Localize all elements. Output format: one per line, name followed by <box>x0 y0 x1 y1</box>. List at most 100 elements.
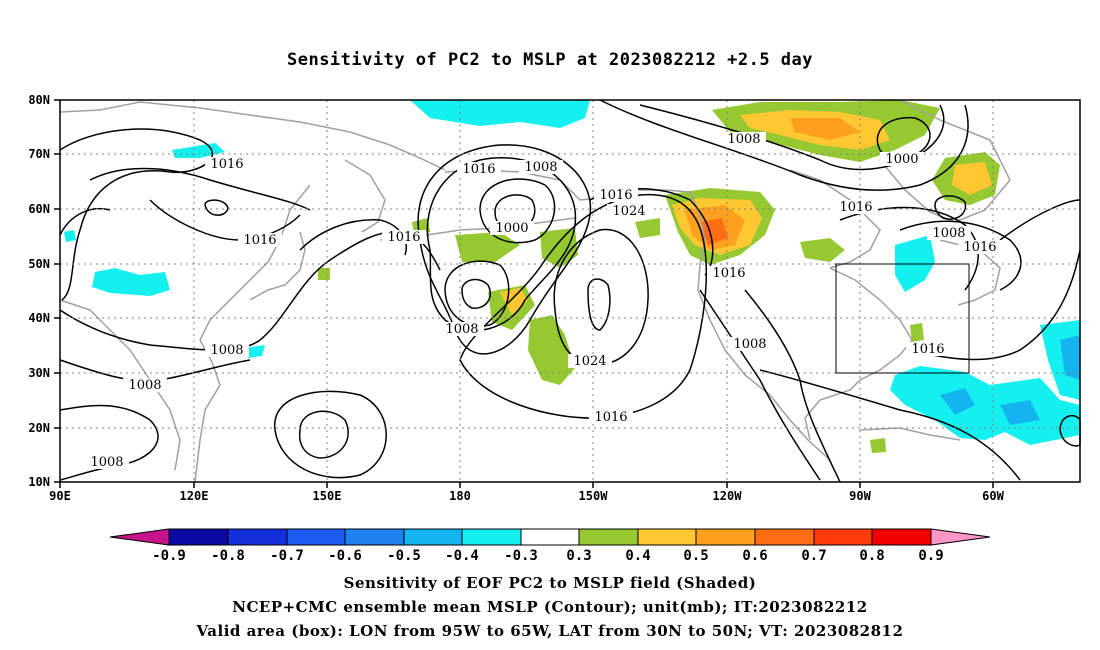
contour-pac-low-b <box>461 278 492 309</box>
colorbar-label: -0.8 <box>211 548 245 564</box>
svg-text:1016: 1016 <box>210 157 243 172</box>
colorbar-bin <box>754 528 815 546</box>
colorbar-bin <box>871 528 932 546</box>
contour-label: 1000 <box>880 152 924 167</box>
colorbar-bin <box>168 528 229 546</box>
colorbar-bin <box>520 528 580 546</box>
svg-text:1000: 1000 <box>885 152 918 167</box>
caption-contour: NCEP+CMC ensemble mean MSLP (Contour); u… <box>232 598 868 616</box>
contour-atl-1016b <box>759 369 1021 481</box>
contour-label: 1016 <box>205 157 249 172</box>
shading-layer <box>64 100 1080 453</box>
colorbar-bin <box>813 528 873 546</box>
svg-text:1008: 1008 <box>90 455 123 470</box>
lat-label: 50N <box>28 257 50 271</box>
cyan-patch-deep3 <box>1060 335 1080 380</box>
grid-lines <box>60 100 1080 482</box>
svg-text:1016: 1016 <box>712 266 745 281</box>
coastline-kamchatka <box>344 159 386 233</box>
lon-label: 60W <box>982 489 1004 503</box>
valid-area-box <box>835 263 970 374</box>
contour-w-6 <box>59 404 159 481</box>
lat-label: 70N <box>28 147 50 161</box>
contour-label: 1016 <box>958 240 1002 255</box>
colorbar-label: -0.6 <box>328 548 362 564</box>
contour-label: 1000 <box>490 221 534 236</box>
contour-na-1008 <box>699 289 821 481</box>
contour-pac-low-b2 <box>444 260 510 327</box>
svg-text:1016: 1016 <box>963 240 996 255</box>
cyan-patch-w <box>92 268 170 296</box>
svg-text:1000: 1000 <box>495 221 528 236</box>
coastline-na-west <box>689 191 831 461</box>
svg-text:1016: 1016 <box>594 410 627 425</box>
colorbar-bin <box>286 528 346 546</box>
contour-label: 1016 <box>906 342 950 357</box>
contours-layer <box>59 99 1081 483</box>
colorbar-label: 0.7 <box>801 548 826 564</box>
colorbar-label: -0.7 <box>270 548 304 564</box>
coastline-na-east <box>804 267 913 441</box>
cyan-patch-deep2 <box>1000 400 1040 425</box>
coastline-asia-north <box>59 101 446 171</box>
lon-label: 150W <box>579 489 609 503</box>
contour-label: 1008 <box>722 132 766 147</box>
contour-label: 1008 <box>205 343 249 358</box>
orange-patch-arctic <box>790 118 860 140</box>
colorbar-label: -0.4 <box>445 548 479 564</box>
colorbar-label: 0.4 <box>625 548 650 564</box>
colorbar-label: 0.8 <box>859 548 884 564</box>
lat-label: 20N <box>28 421 50 435</box>
coastline-caribbean <box>859 427 961 441</box>
colorbar-bin <box>344 528 405 546</box>
contour-label: 1008 <box>440 322 484 337</box>
lon-label: 90E <box>49 489 71 503</box>
colorbar-bin <box>227 528 288 546</box>
svg-text:1016: 1016 <box>599 188 632 203</box>
coastline-asia-east <box>194 184 311 483</box>
contour-label: 1016 <box>834 200 878 215</box>
cyan-patch-japan <box>245 345 265 358</box>
contour-atl-3 <box>999 199 1081 241</box>
longitude-labels: 90E 120E 150E 180 150W 120W 90W 60W <box>49 489 1004 503</box>
coastline-greenland <box>879 99 1011 223</box>
lat-label: 10N <box>28 475 50 489</box>
latitude-labels: 80N 70N 60N 50N 40N 30N 20N 10N <box>28 93 50 489</box>
contour-small-w <box>204 199 229 216</box>
contour-label: 1008 <box>728 337 772 352</box>
contour-high-1024 <box>587 278 611 331</box>
lon-label: 120E <box>180 489 209 503</box>
svg-text:1008: 1008 <box>210 343 243 358</box>
map-title: Sensitivity of PC2 to MSLP at 2023082212… <box>286 50 813 70</box>
cyan-patch-nw <box>172 143 225 158</box>
contour-atl-1016 <box>909 249 1081 361</box>
colorbar-right-arrow <box>930 528 991 546</box>
green-patch-pac4 <box>528 315 575 385</box>
contour-low-w <box>59 128 214 301</box>
lon-label: 150E <box>313 489 342 503</box>
cyan-patch-gulf <box>890 366 1080 445</box>
green-patch-small4 <box>870 438 886 453</box>
colorbar-label: -0.5 <box>387 548 421 564</box>
lat-label: 30N <box>28 366 50 380</box>
contour-label: 1008 <box>123 378 167 393</box>
contour-label: 1008 <box>519 160 563 175</box>
contour-w-3 <box>89 167 311 211</box>
coastline-hudson <box>789 169 881 269</box>
colorbar-label: -0.3 <box>504 548 538 564</box>
contour-trop-low <box>298 410 349 459</box>
colorbar-label: 0.6 <box>742 548 767 564</box>
contour-label: 1016 <box>707 266 751 281</box>
svg-text:1008: 1008 <box>733 337 766 352</box>
cyan-patch-w2 <box>64 230 76 242</box>
yellow-patch-pac <box>500 288 528 315</box>
svg-text:1016: 1016 <box>911 342 944 357</box>
coastline-se-asia <box>59 299 181 471</box>
caption-shading: Sensitivity of EOF PC2 to MSLP field (Sh… <box>343 574 757 592</box>
contour-pac-low-a2 <box>479 178 556 244</box>
lat-label: 40N <box>28 311 50 325</box>
contour-label: 1016 <box>589 410 633 425</box>
contour-ne-low <box>639 104 945 171</box>
contour-label: 1024 <box>607 204 651 219</box>
lat-label: 80N <box>28 93 50 107</box>
